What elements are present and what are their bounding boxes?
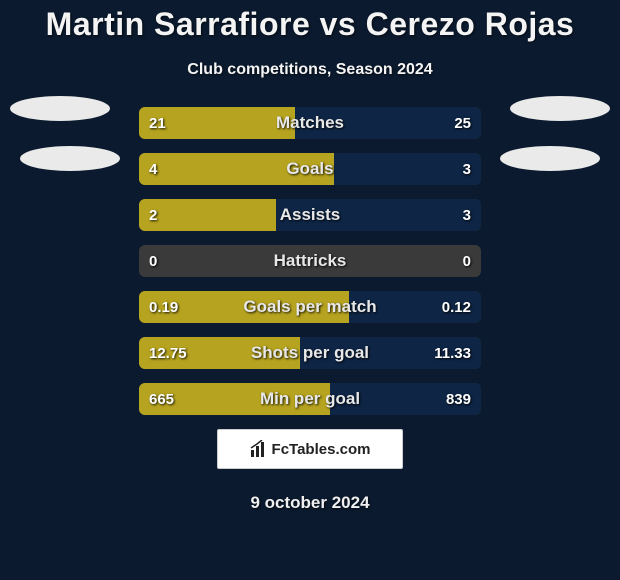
bar-left — [139, 107, 295, 139]
chart-icon — [250, 440, 268, 458]
bar-right — [300, 337, 481, 369]
logo-text: FcTables.com — [272, 441, 371, 458]
stat-row: 0.190.12Goals per match — [139, 291, 481, 323]
bar-left — [139, 291, 349, 323]
page-subtitle: Club competitions, Season 2024 — [0, 61, 620, 79]
stats-container: 2125Matches 43Goals 23Assists 0 0Hattricks 0.… — [139, 107, 481, 415]
bar-right — [276, 199, 481, 231]
stat-label: Hattricks — [139, 245, 481, 277]
bar-right — [330, 383, 481, 415]
stat-row: 43Goals — [139, 153, 481, 185]
stat-value-right: 0 — [463, 245, 471, 277]
player-right-badge-1 — [510, 96, 610, 121]
stat-row: 12.7511.33Shots per goal — [139, 337, 481, 369]
bar-left — [139, 383, 330, 415]
bar-left — [139, 153, 334, 185]
stat-row: 0 0Hattricks — [139, 245, 481, 277]
stat-row: 23Assists — [139, 199, 481, 231]
player-left-badge-2 — [20, 146, 120, 171]
date-label: 9 october 2024 — [0, 493, 620, 513]
bar-left — [139, 199, 276, 231]
stat-row: 2125Matches — [139, 107, 481, 139]
player-right-badge-2 — [500, 146, 600, 171]
stat-value-left: 0 — [149, 245, 157, 277]
bar-left — [139, 337, 300, 369]
page-title: Martin Sarrafiore vs Cerezo Rojas — [0, 0, 620, 43]
stat-row: 665839Min per goal — [139, 383, 481, 415]
player-left-badge-1 — [10, 96, 110, 121]
bar-right — [295, 107, 481, 139]
fctables-logo[interactable]: FcTables.com — [217, 429, 403, 469]
bar-right — [349, 291, 481, 323]
bar-right — [334, 153, 481, 185]
